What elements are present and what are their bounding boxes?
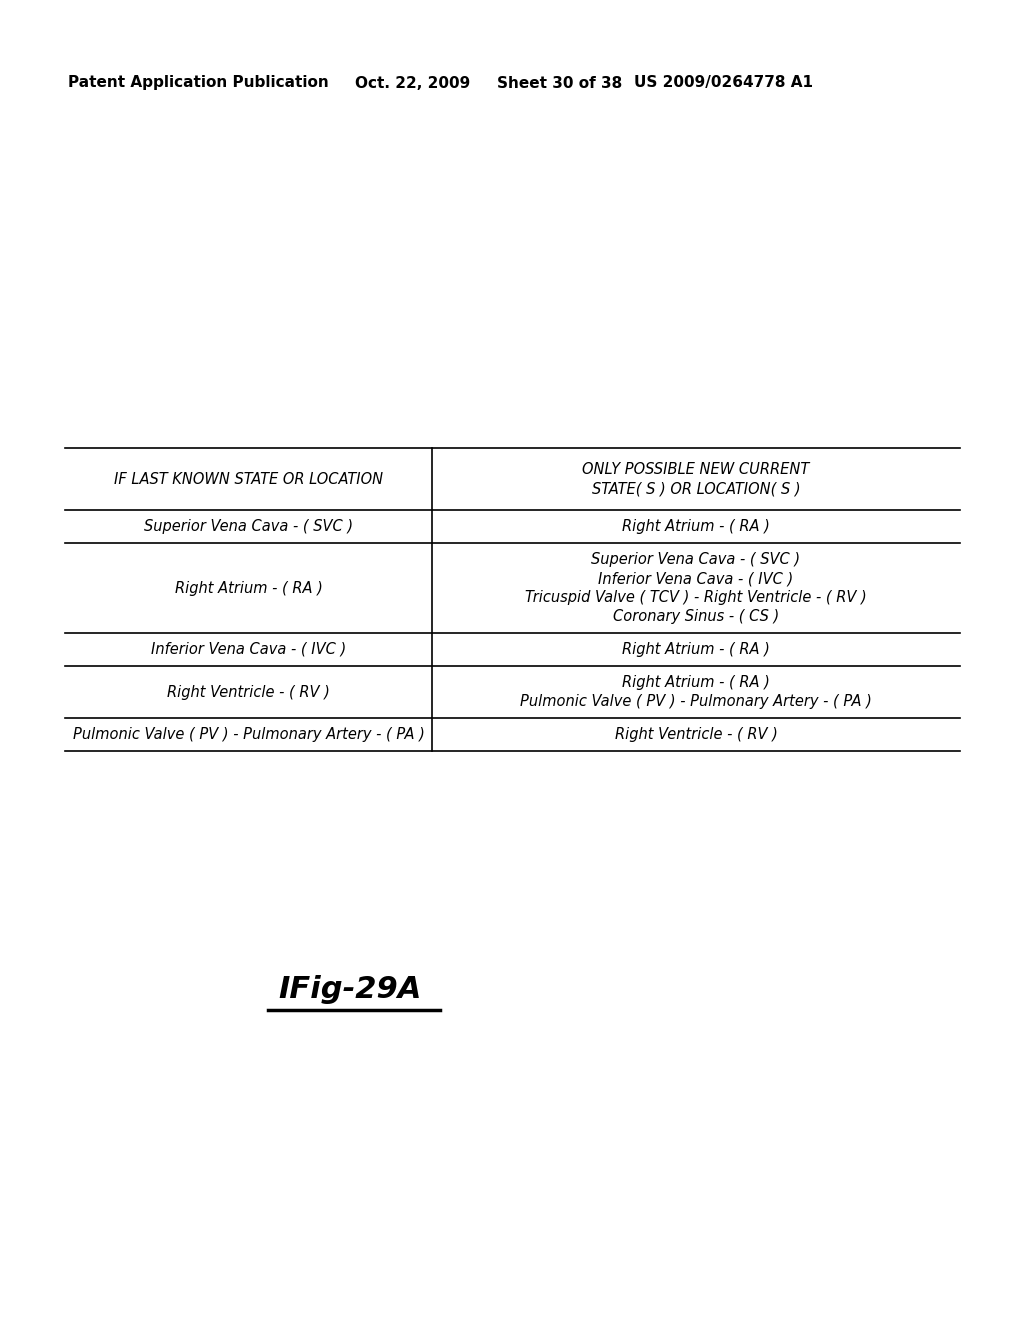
Text: Coronary Sinus - ( CS ): Coronary Sinus - ( CS ) (613, 609, 779, 624)
Text: STATE( S ) OR LOCATION( S ): STATE( S ) OR LOCATION( S ) (592, 480, 801, 496)
Text: Right Atrium - ( RA ): Right Atrium - ( RA ) (622, 642, 770, 657)
Text: Pulmonic Valve ( PV ) - Pulmonary Artery - ( PA ): Pulmonic Valve ( PV ) - Pulmonary Artery… (73, 727, 424, 742)
Text: Patent Application Publication: Patent Application Publication (68, 75, 329, 91)
Text: Superior Vena Cava - ( SVC ): Superior Vena Cava - ( SVC ) (144, 519, 353, 535)
Text: ONLY POSSIBLE NEW CURRENT: ONLY POSSIBLE NEW CURRENT (583, 462, 810, 477)
Text: Sheet 30 of 38: Sheet 30 of 38 (497, 75, 623, 91)
Text: Superior Vena Cava - ( SVC ): Superior Vena Cava - ( SVC ) (592, 552, 801, 568)
Text: IFig-29A: IFig-29A (279, 975, 422, 1005)
Text: Inferior Vena Cava - ( IVC ): Inferior Vena Cava - ( IVC ) (598, 572, 794, 586)
Text: Inferior Vena Cava - ( IVC ): Inferior Vena Cava - ( IVC ) (151, 642, 346, 657)
Text: Right Atrium - ( RA ): Right Atrium - ( RA ) (174, 581, 323, 595)
Text: Oct. 22, 2009: Oct. 22, 2009 (355, 75, 470, 91)
Text: Right Ventricle - ( RV ): Right Ventricle - ( RV ) (614, 727, 777, 742)
Text: Right Atrium - ( RA ): Right Atrium - ( RA ) (622, 519, 770, 535)
Text: Right Atrium - ( RA ): Right Atrium - ( RA ) (622, 675, 770, 690)
Text: Tricuspid Valve ( TCV ) - Right Ventricle - ( RV ): Tricuspid Valve ( TCV ) - Right Ventricl… (525, 590, 867, 605)
Text: IF LAST KNOWN STATE OR LOCATION: IF LAST KNOWN STATE OR LOCATION (114, 471, 383, 487)
Text: Pulmonic Valve ( PV ) - Pulmonary Artery - ( PA ): Pulmonic Valve ( PV ) - Pulmonary Artery… (520, 694, 872, 709)
Text: Right Ventricle - ( RV ): Right Ventricle - ( RV ) (167, 685, 330, 700)
Text: US 2009/0264778 A1: US 2009/0264778 A1 (634, 75, 813, 91)
